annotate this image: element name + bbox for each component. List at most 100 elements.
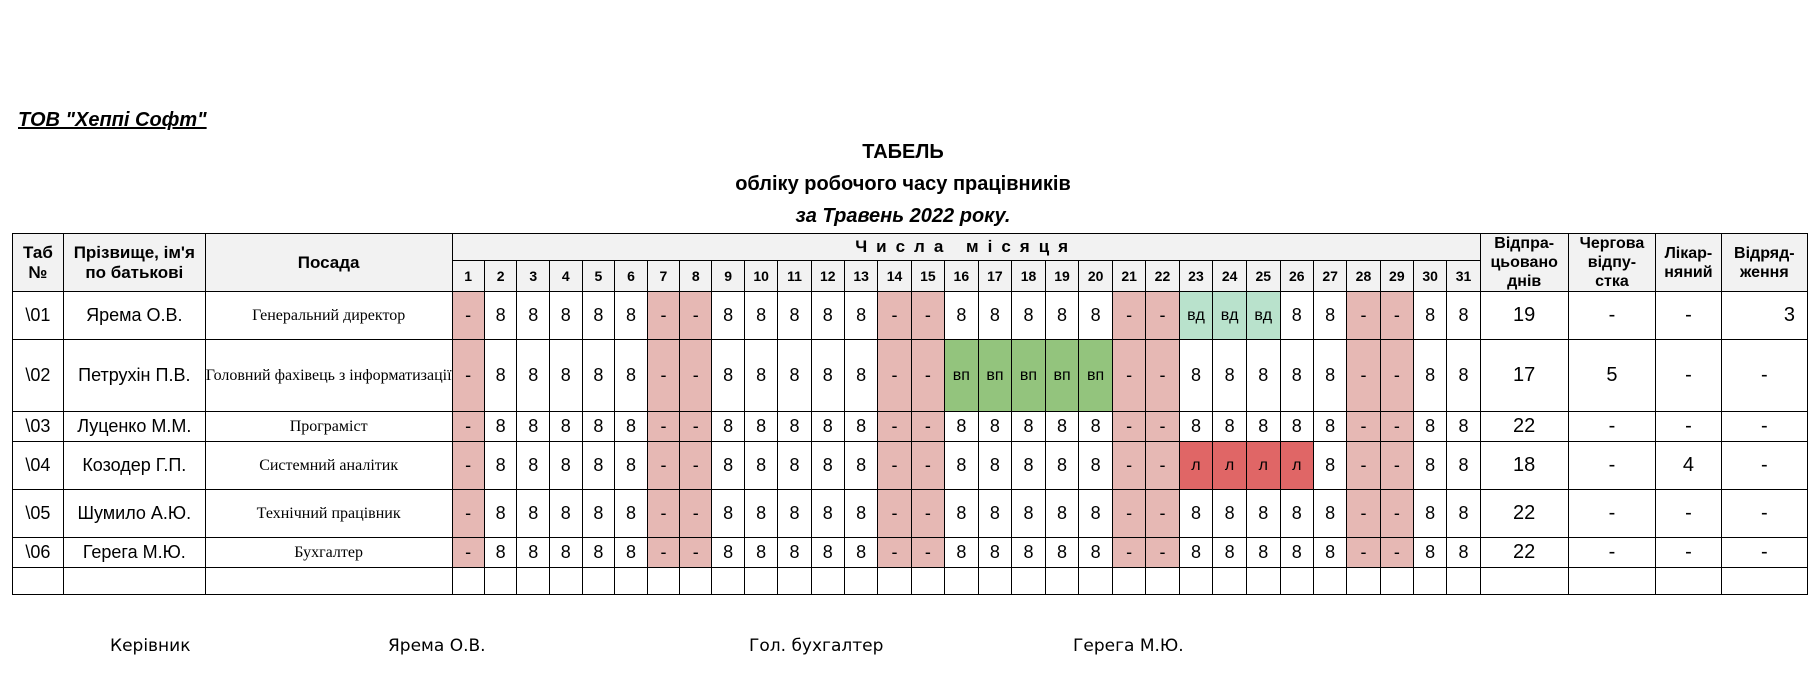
day-cell: 8 bbox=[1446, 339, 1481, 412]
empty-cell bbox=[977, 567, 1013, 595]
header-days-row: 1 2 3 4 5 6 7 8 9 10 11 12 13 14 15 16 17 18 19 20 21 22 23 24 2… bbox=[13, 260, 1808, 292]
day-cell: - bbox=[646, 411, 681, 442]
business-trip-cell: - bbox=[1720, 489, 1808, 538]
day-cell: 8 bbox=[549, 411, 583, 442]
day-cell: 8 bbox=[581, 339, 616, 412]
vacation-cell: - bbox=[1567, 291, 1657, 340]
day-cell: 8 bbox=[614, 441, 648, 490]
day-cell: 8 bbox=[810, 441, 845, 490]
day-cell: 8 bbox=[843, 339, 879, 412]
day-cell: 8 bbox=[843, 291, 879, 340]
day-cell: - bbox=[910, 291, 946, 340]
day-cell: - bbox=[1111, 339, 1147, 412]
empty-cell bbox=[777, 567, 812, 595]
day-cell: 8 bbox=[1446, 441, 1481, 490]
day-cell: 8 bbox=[1011, 291, 1046, 340]
empty-cell bbox=[910, 567, 946, 595]
day-cell: 8 bbox=[1312, 537, 1348, 568]
day-cell: - bbox=[910, 339, 946, 412]
day-cell: - bbox=[1145, 291, 1180, 340]
day-cell: - bbox=[646, 441, 681, 490]
empty-cell bbox=[1212, 567, 1247, 595]
header-day-26: 26 bbox=[1279, 260, 1314, 292]
day-cell: л bbox=[1178, 441, 1214, 490]
header-position: Посада bbox=[204, 233, 453, 292]
day-cell: - bbox=[1346, 489, 1381, 538]
day-cell: 8 bbox=[483, 411, 518, 442]
day-cell: 8 bbox=[810, 339, 845, 412]
header-business-trip: Відряд-ження bbox=[1720, 233, 1808, 292]
worked-days-cell: 22 bbox=[1479, 489, 1569, 538]
empty-cell bbox=[1412, 567, 1448, 595]
day-cell: 8 bbox=[1178, 411, 1214, 442]
vacation-cell: 5 bbox=[1567, 339, 1657, 412]
day-cell: - bbox=[1111, 291, 1147, 340]
header-day-9: 9 bbox=[711, 260, 745, 292]
day-cell: 8 bbox=[977, 537, 1013, 568]
header-day-18: 18 bbox=[1011, 260, 1046, 292]
header-day-23: 23 bbox=[1178, 260, 1214, 292]
business-trip-cell: - bbox=[1720, 537, 1808, 568]
employee-name-cell: Ярема О.В. bbox=[62, 291, 206, 340]
header-day-12: 12 bbox=[810, 260, 845, 292]
tab-number-cell: \02 bbox=[12, 339, 64, 412]
document-title: ТАБЕЛЬ bbox=[862, 141, 944, 163]
day-cell: - bbox=[1111, 537, 1147, 568]
day-cell: - bbox=[1379, 291, 1415, 340]
day-cell: 8 bbox=[777, 537, 812, 568]
day-cell: 8 bbox=[581, 489, 616, 538]
day-cell: 8 bbox=[1212, 411, 1247, 442]
day-cell: 8 bbox=[614, 537, 648, 568]
day-cell: 8 bbox=[1312, 489, 1348, 538]
employee-name-cell: Шумило А.Ю. bbox=[62, 489, 206, 538]
day-cell: - bbox=[1379, 411, 1415, 442]
header-day-30: 30 bbox=[1412, 260, 1448, 292]
empty-cell bbox=[1567, 567, 1657, 595]
empty-cell bbox=[877, 567, 912, 595]
day-cell: вп bbox=[1078, 339, 1113, 412]
header-day-25: 25 bbox=[1245, 260, 1281, 292]
day-cell: - bbox=[451, 489, 485, 538]
empty-cell bbox=[1655, 567, 1722, 595]
day-cell: 8 bbox=[843, 411, 879, 442]
day-cell: - bbox=[679, 339, 713, 412]
day-cell: - bbox=[1346, 537, 1381, 568]
day-cell: 8 bbox=[777, 291, 812, 340]
header-day-24: 24 bbox=[1212, 260, 1247, 292]
day-cell: 8 bbox=[614, 411, 648, 442]
day-cell: - bbox=[1111, 411, 1147, 442]
day-cell: - bbox=[877, 441, 912, 490]
day-cell: 8 bbox=[1412, 339, 1448, 412]
table-row: \02 Петрухін П.В. Головний фахівець з інфо… bbox=[12, 339, 1808, 412]
day-cell: вп bbox=[944, 339, 979, 412]
empty-cell bbox=[62, 567, 206, 595]
day-cell: 8 bbox=[944, 537, 979, 568]
empty-cell bbox=[1720, 567, 1808, 595]
day-cell: - bbox=[646, 489, 681, 538]
empty-cell bbox=[711, 567, 745, 595]
day-cell: 8 bbox=[549, 339, 583, 412]
day-cell: 8 bbox=[1279, 411, 1314, 442]
employee-name-cell: Козодер Г.П. bbox=[62, 441, 206, 490]
tab-number-cell: \03 bbox=[12, 411, 64, 442]
sick-leave-cell: 4 bbox=[1655, 441, 1722, 490]
day-cell: 8 bbox=[1412, 441, 1448, 490]
day-cell: 8 bbox=[711, 291, 745, 340]
day-cell: 8 bbox=[1245, 489, 1281, 538]
sick-leave-cell: - bbox=[1655, 537, 1722, 568]
day-cell: - bbox=[679, 441, 713, 490]
day-cell: 8 bbox=[1011, 411, 1046, 442]
day-cell: 8 bbox=[549, 291, 583, 340]
day-cell: - bbox=[877, 291, 912, 340]
tab-number-cell: \06 bbox=[12, 537, 64, 568]
empty-cell bbox=[1346, 567, 1381, 595]
header-days-group: Числа місяця bbox=[451, 233, 1481, 261]
position-cell: Бухгалтер bbox=[204, 537, 453, 568]
day-cell: 8 bbox=[1245, 537, 1281, 568]
sick-leave-cell: - bbox=[1655, 339, 1722, 412]
day-cell: 8 bbox=[1044, 441, 1080, 490]
vacation-cell: - bbox=[1567, 537, 1657, 568]
day-cell: - bbox=[679, 489, 713, 538]
header-day-13: 13 bbox=[843, 260, 879, 292]
table-row: \03 Луценко М.М. Програміст -8 8 8 8 8- -8 8 8 8 8- -… bbox=[12, 411, 1808, 442]
